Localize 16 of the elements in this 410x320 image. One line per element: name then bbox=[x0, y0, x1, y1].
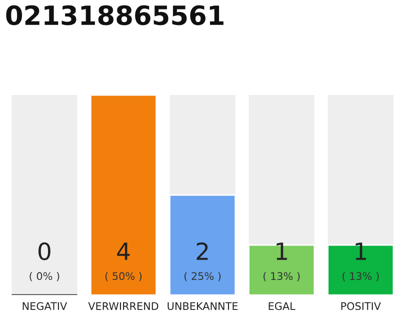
data-label: 1 bbox=[276, 242, 287, 260]
x-tick-label: UNBEKANNTE bbox=[168, 302, 238, 310]
chart-title: 021318865561 bbox=[6, 5, 224, 26]
x-tick-label: VERWIRREND bbox=[88, 302, 158, 310]
annotation: ( 50% ) bbox=[105, 272, 142, 282]
annotation: ( 25% ) bbox=[184, 272, 221, 282]
x-tick-label: NEGATIV bbox=[22, 302, 68, 310]
annotation: ( 0% ) bbox=[30, 272, 60, 282]
data-label: 2 bbox=[196, 242, 208, 260]
data-label: 0 bbox=[38, 242, 50, 260]
annotation: ( 13% ) bbox=[342, 272, 379, 282]
annotation: ( 13% ) bbox=[264, 272, 300, 282]
x-tick-label: POSITIV bbox=[341, 302, 381, 310]
data-label: 1 bbox=[356, 242, 366, 260]
data-label: 4 bbox=[117, 242, 130, 260]
x-tick-label: EGAL bbox=[268, 302, 296, 310]
